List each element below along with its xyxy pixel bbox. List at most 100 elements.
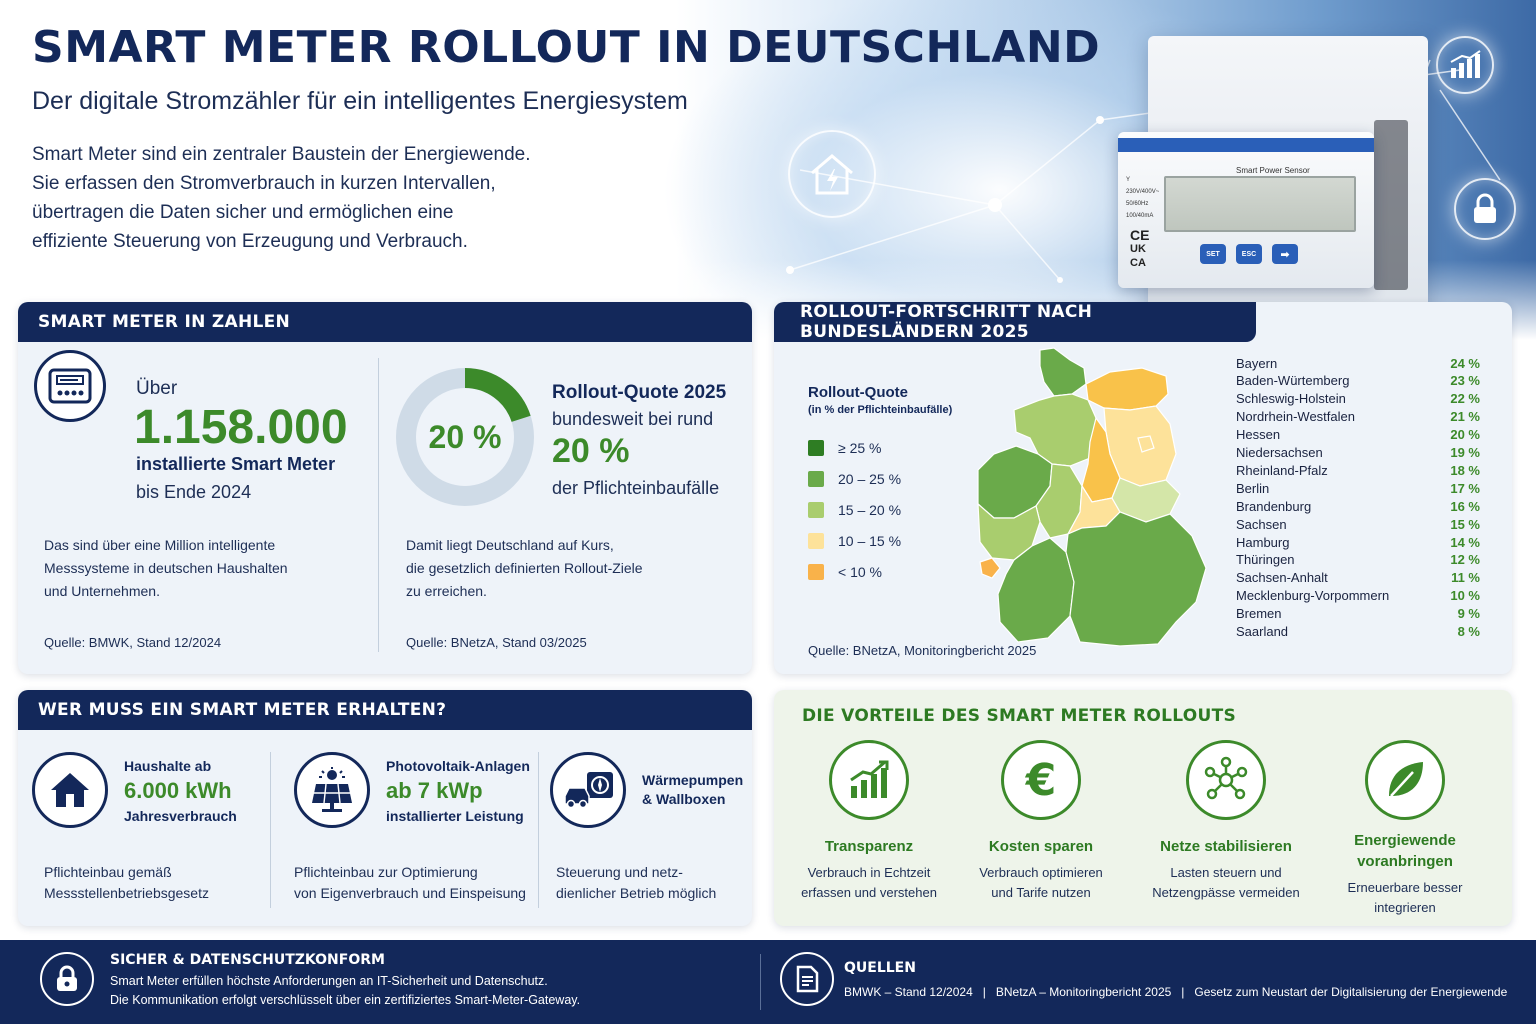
benefit-desc: Erneuerbare besser integrieren xyxy=(1320,878,1490,918)
rollout-quote-line2: der Pflichteinbaufälle xyxy=(552,478,720,498)
meter-device-label: Smart Power Sensor xyxy=(1236,166,1310,175)
meter-set-button: SET xyxy=(1200,244,1226,264)
intro-line: Smart Meter sind ein zentraler Baustein … xyxy=(32,144,531,165)
house-icon xyxy=(32,752,108,828)
desc-line: Damit liegt Deutschland auf Kurs, xyxy=(406,537,614,553)
lock-icon xyxy=(1454,178,1516,240)
meter-device-side xyxy=(1374,120,1408,290)
footer-divider xyxy=(760,954,761,1010)
meter-display xyxy=(1164,176,1356,232)
who-panel-heading: WER MUSS EIN SMART METER ERHALTEN? xyxy=(18,690,752,730)
meter-count-description: Das sind über eine Million intelligente … xyxy=(44,534,288,603)
state-value: 9 % xyxy=(1457,606,1480,622)
progress-source: Quelle: BNetzA, Monitoringbericht 2025 xyxy=(808,643,1037,658)
state-value: 15 % xyxy=(1450,516,1480,532)
numbers-panel-heading: SMART METER IN ZAHLEN xyxy=(18,302,752,342)
sources-title: QUELLEN xyxy=(844,960,916,976)
legend-swatch xyxy=(808,471,824,487)
title-line: voranbringen xyxy=(1357,853,1453,870)
state-name: Sachsen-Anhalt xyxy=(1236,570,1328,586)
desc-line: Erneuerbare besser xyxy=(1347,880,1463,895)
meter-spec: Y 230V/400V~ 50/60Hz 100/40mA xyxy=(1126,174,1159,222)
house-energy-icon xyxy=(788,130,876,218)
sources-text: BMWK – Stand 12/2024 | BNetzA – Monitori… xyxy=(844,985,1508,999)
document-icon xyxy=(780,952,834,1006)
benefit-grid: Netze stabilisieren Lasten steuern und N… xyxy=(1141,740,1311,903)
who-item-1-line1: Haushalte ab xyxy=(124,758,212,774)
who-item-2-line2: installierter Leistung xyxy=(386,808,524,824)
state-name: Niedersachsen xyxy=(1236,445,1323,460)
rollout-quote-description: Damit liegt Deutschland auf Kurs, die ge… xyxy=(406,534,643,603)
who-item-2-value: ab 7 kWp xyxy=(386,778,483,803)
rollout-quote-source: Quelle: BNetzA, Stand 03/2025 xyxy=(406,635,587,650)
benefit-title: Energiewende voranbringen xyxy=(1320,830,1490,872)
desc-line: Netzengpässe vermeiden xyxy=(1152,885,1300,900)
meter-mark: UK xyxy=(1130,243,1146,255)
state-value: 22 % xyxy=(1450,391,1480,407)
meter-count-value: 1.158.000 xyxy=(134,401,348,454)
desc-line: von Eigenverbrauch und Einspeisung xyxy=(294,885,526,901)
legend-item: ≥ 25 % xyxy=(808,440,881,456)
security-text: Smart Meter erfüllen höchste Anforderung… xyxy=(110,972,580,1010)
state-value: 14 % xyxy=(1450,534,1480,550)
state-row: Berlin 17 % xyxy=(1236,479,1480,497)
state-name: Saarland xyxy=(1236,624,1289,639)
desc-line: Pflichteinbau gemäß xyxy=(44,864,172,880)
intro-line: Sie erfassen den Stromverbrauch in kurze… xyxy=(32,173,496,194)
benefit-cost: € Kosten sparen Verbrauch optimieren und… xyxy=(956,740,1126,903)
legend-label: 20 – 25 % xyxy=(838,471,902,487)
state-name: Berlin xyxy=(1236,480,1270,496)
state-row: Rheinland-Pfalz 18 % xyxy=(1236,461,1480,479)
benefit-desc: Verbrauch optimieren und Tarife nutzen xyxy=(956,863,1126,903)
meter-certification-marks: CE UK CA xyxy=(1130,228,1149,270)
who-item-2-desc: Pflichteinbau zur Optimierung von Eigenv… xyxy=(294,862,526,904)
meter-spec-line: 50/60Hz xyxy=(1126,201,1149,207)
benefit-title: Transparenz xyxy=(824,838,914,855)
state-row: Niedersachsen 19 % xyxy=(1236,444,1480,462)
title-line: Energiewende xyxy=(1354,832,1456,849)
rollout-quote-line1: bundesweit bei rund xyxy=(552,409,714,429)
who-panel: WER MUSS EIN SMART METER ERHALTEN? Haush… xyxy=(18,690,752,926)
who-item-2-line1: Photovoltaik-Anlagen xyxy=(386,758,530,774)
meter-stripe xyxy=(1118,138,1374,152)
meter-count-label: installierte Smart Meter xyxy=(136,454,336,474)
state-value: 12 % xyxy=(1450,552,1480,568)
desc-line: und Unternehmen. xyxy=(44,583,160,599)
state-value: 20 % xyxy=(1450,427,1480,443)
rollout-donut: 20 % xyxy=(396,368,534,506)
legend-item: 20 – 25 % xyxy=(808,471,901,487)
network-icon xyxy=(1186,740,1266,820)
desc-line: Pflichteinbau zur Optimierung xyxy=(294,864,478,880)
legend-label: 10 – 15 % xyxy=(838,533,902,549)
legend-swatch xyxy=(808,502,824,518)
state-row: Schleswig-Holstein 22 % xyxy=(1236,390,1480,408)
desc-line: Verbrauch in Echtzeit xyxy=(807,865,931,880)
meter-count-source: Quelle: BMWK, Stand 12/2024 xyxy=(44,635,222,650)
state-value: 18 % xyxy=(1450,462,1480,478)
state-row: Saarland 8 % xyxy=(1236,623,1480,641)
who-divider xyxy=(270,752,271,908)
state-value: 10 % xyxy=(1450,588,1480,604)
benefit-title: Netze stabilisieren xyxy=(1160,838,1292,855)
map-mecklenburg-vorpommern xyxy=(1085,367,1169,411)
benefit-title: Kosten sparen xyxy=(988,838,1094,855)
benefit-transparency: Transparenz Verbrauch in Echtzeit erfass… xyxy=(784,740,954,903)
map-rheinland-pfalz xyxy=(977,502,1041,561)
state-row: Thüringen 12 % xyxy=(1236,551,1480,569)
desc-line: integrieren xyxy=(1374,900,1436,915)
meter-count-post: bis Ende 2024 xyxy=(136,482,252,502)
map-bayern xyxy=(1065,511,1207,647)
legend-swatch xyxy=(808,564,824,580)
legend-item: < 10 % xyxy=(808,564,882,580)
who-item-1-line2: Jahresverbrauch xyxy=(124,808,237,824)
state-row: Baden-Würtemberg 23 % xyxy=(1236,372,1480,390)
state-value: 21 % xyxy=(1450,409,1480,425)
state-value: 11 % xyxy=(1451,570,1480,586)
map-saarland xyxy=(979,557,1001,579)
who-item-3-line1: Wärmepumpen xyxy=(642,772,744,788)
state-name: Hessen xyxy=(1236,427,1281,443)
rollout-quote-title: Rollout-Quote 2025 xyxy=(552,382,727,403)
meter-spec-line: 230V/400V~ xyxy=(1126,189,1160,195)
intro-line: übertragen die Daten sicher und ermöglic… xyxy=(32,202,454,223)
state-value: 17 % xyxy=(1450,480,1480,496)
